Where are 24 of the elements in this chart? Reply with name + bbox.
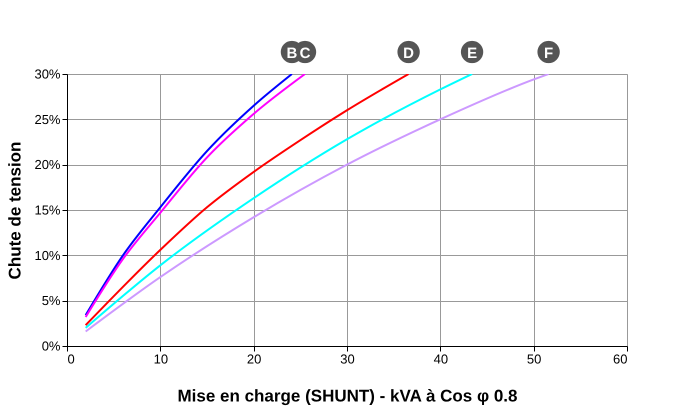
x-axis-title: Mise en charge (SHUNT) - kVA à Cos φ 0.8 [178,386,518,406]
x-tick-label: 30 [340,352,355,366]
series-label: E [467,45,478,62]
y-axis-title: Chute de tension [5,142,24,280]
series-label: F [544,45,554,62]
x-tick-label: 60 [613,352,628,366]
y-tick-label: 15% [34,202,61,218]
line-series [84,74,474,329]
y-tick-label: 0% [42,338,61,354]
y-tick-label: 10% [34,248,61,263]
y-tick-label: 25% [34,112,61,127]
series-label: C [300,45,311,62]
y-tick-label: 20% [34,157,61,172]
x-tick-label: 40 [434,352,448,366]
line-series [84,74,550,332]
y-tick-label: 5% [42,293,61,308]
x-tick-label: 10 [154,352,168,366]
x-tick-label: 0 [68,352,75,366]
series-label: D [403,45,414,62]
series-label: B [286,45,298,62]
y-tick-label: 30% [34,66,61,82]
x-tick-label: 20 [246,352,262,366]
line-series [84,74,410,326]
x-tick-label: 50 [526,352,542,366]
